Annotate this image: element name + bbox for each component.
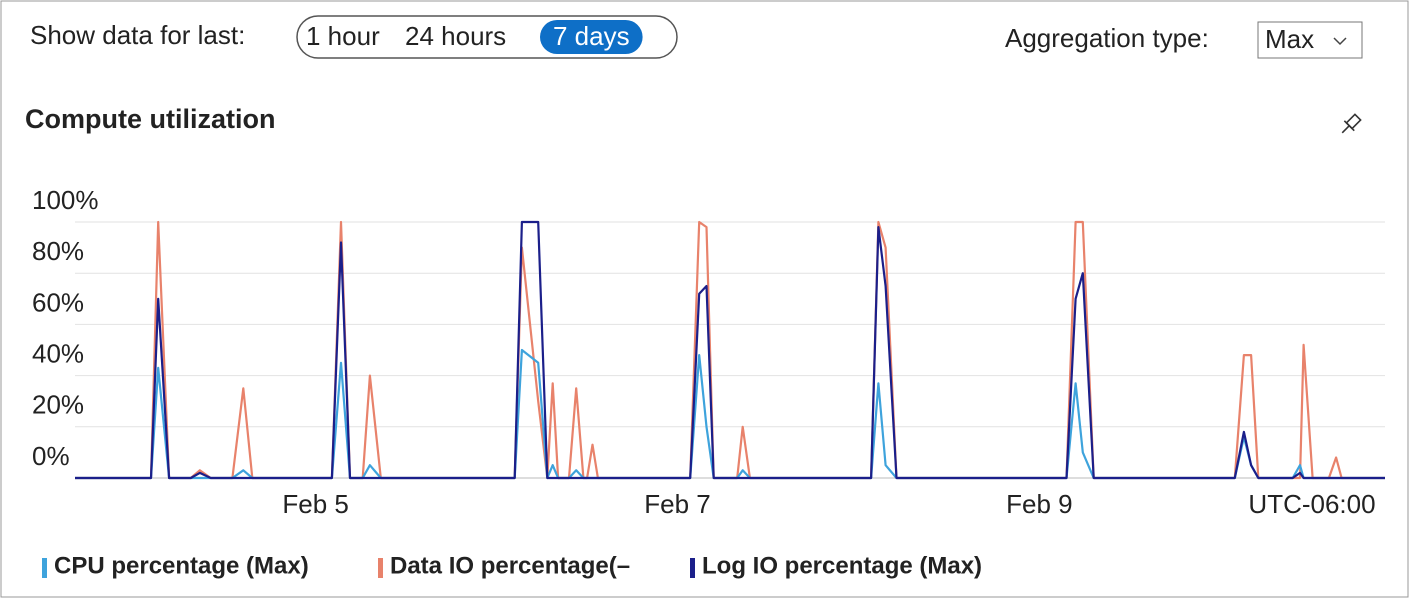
range-option[interactable]: 1 hour bbox=[306, 21, 380, 51]
y-tick-label: 80% bbox=[32, 236, 84, 266]
pin-icon[interactable] bbox=[1337, 112, 1362, 137]
range-option[interactable]: 24 hours bbox=[405, 21, 506, 51]
x-tick-label: Feb 9 bbox=[1006, 489, 1073, 519]
y-tick-label: 60% bbox=[32, 287, 84, 317]
dropdown-arrow bbox=[1333, 37, 1347, 46]
legend-label: CPU percentage (Max) bbox=[54, 552, 309, 579]
range-options: 1 hour 24 hours 7 days bbox=[306, 20, 643, 54]
x-tick-label: Feb 5 bbox=[282, 489, 349, 519]
range-label: Show data for last: bbox=[30, 20, 245, 50]
chart-title: Compute utilization bbox=[25, 104, 275, 134]
aggregation-value: Max bbox=[1265, 24, 1314, 54]
legend-label: Data IO percentage(– bbox=[390, 552, 630, 579]
legend-label: Log IO percentage (Max) bbox=[702, 552, 982, 579]
range-option-selected bbox=[540, 20, 643, 54]
range-option[interactable]: 7 days bbox=[553, 21, 630, 51]
timezone-label: UTC-06:00 bbox=[1248, 489, 1375, 519]
y-tick-label: 100% bbox=[32, 185, 99, 215]
aggregation-label: Aggregation type: bbox=[1005, 23, 1209, 53]
legend-swatch bbox=[378, 558, 383, 578]
y-tick-label: 0% bbox=[32, 441, 70, 471]
legend-swatch bbox=[690, 558, 695, 578]
legend-swatch bbox=[42, 558, 47, 578]
x-tick-label: Feb 7 bbox=[644, 489, 711, 519]
y-tick-label: 20% bbox=[32, 390, 84, 420]
series-line bbox=[75, 220, 1385, 480]
y-tick-label: 40% bbox=[32, 338, 84, 368]
